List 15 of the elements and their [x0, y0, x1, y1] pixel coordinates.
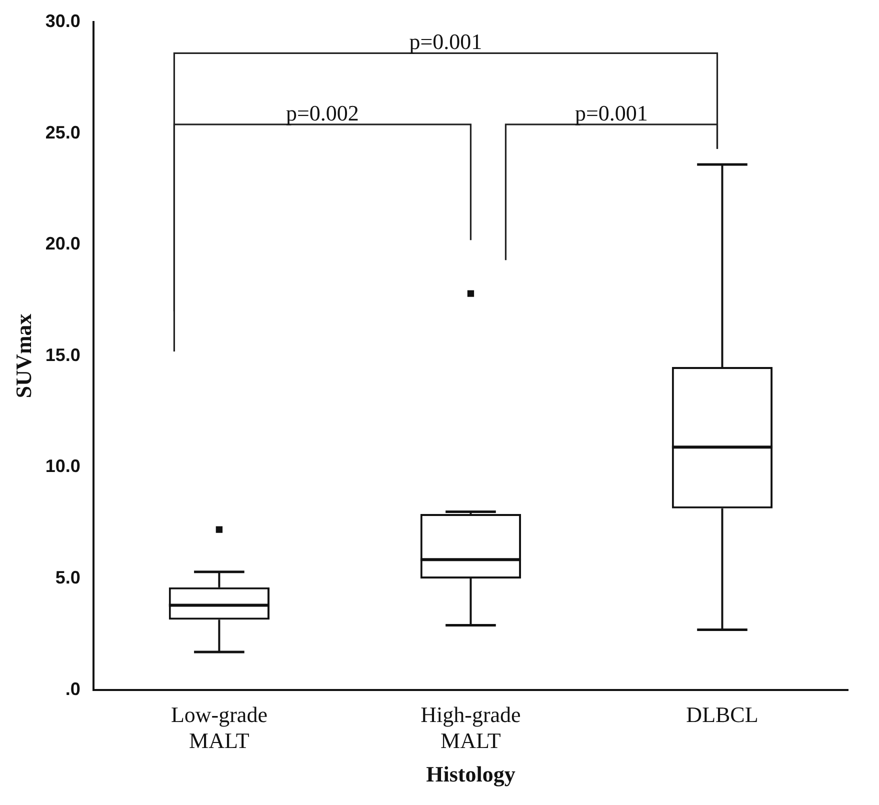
x-tick-label: DLBCL — [686, 702, 758, 727]
x-axis-title: Histology — [426, 761, 516, 786]
x-tick-label: Low-grade MALT — [170, 702, 268, 754]
y-tick-label: 10.0 — [45, 456, 80, 476]
annotation: p=0.001 — [409, 29, 482, 54]
y-tick-label: 5.0 — [55, 567, 80, 588]
y-tick-label: 25.0 — [45, 122, 80, 142]
annotation: p=0.002 — [286, 100, 359, 126]
y-tick-label: 30.0 — [45, 10, 80, 31]
y-tick-label: .0 — [65, 678, 80, 699]
y-axis-title: SUVmax — [10, 314, 36, 398]
y-tick-label: 20.0 — [45, 234, 80, 254]
annotation: p=0.001 — [575, 100, 648, 126]
y-tick-label: 15.0 — [45, 344, 80, 365]
x-tick-label: High-grade MALT — [420, 702, 521, 754]
